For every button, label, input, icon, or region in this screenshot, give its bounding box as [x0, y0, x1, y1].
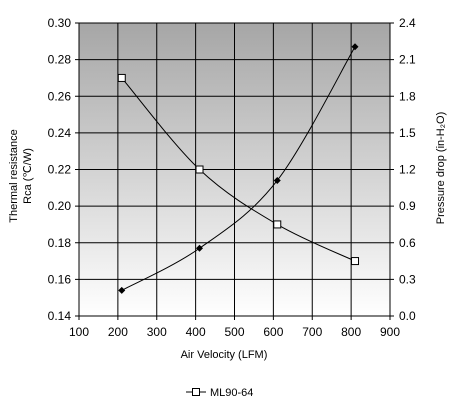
y-right-tick-label: 0.9 — [399, 199, 416, 213]
y-left-tick-label: 0.14 — [48, 309, 72, 323]
y-right-tick-label: 2.4 — [399, 16, 416, 30]
y-left-axis-title-line1: Thermal resistance — [8, 129, 20, 223]
y-left-tick-label: 0.24 — [48, 126, 72, 140]
legend: ML90-64 — [186, 387, 253, 399]
y-right-tick-label: 1.8 — [399, 89, 416, 103]
y-left-tick-label: 0.28 — [48, 53, 72, 67]
y-right-axis-title: Pressure drop (in-H₂O) — [435, 112, 447, 224]
axis-ticks: 0.14 0.16 0.18 0.20 0.22 0.24 0.26 0.28 0.30 0.0 0… — [48, 16, 416, 339]
data-point-diamond — [196, 244, 204, 252]
x-tick-label: 700 — [302, 325, 322, 339]
series — [117, 43, 360, 294]
x-tick-label: 100 — [69, 325, 89, 339]
y-right-tick-label: 0.6 — [399, 236, 416, 250]
series-line-1 — [121, 46, 356, 291]
data-point-square — [195, 165, 204, 174]
series-line-2 — [121, 77, 356, 262]
x-tick-label: 200 — [108, 325, 128, 339]
data-point-square — [117, 73, 126, 82]
y-left-axis-title-line2: Rca (℃/W) — [22, 148, 34, 204]
y-left-tick-label: 0.26 — [48, 89, 72, 103]
y-left-tick-label: 0.30 — [48, 16, 72, 30]
y-right-tick-label: 1.2 — [399, 163, 416, 177]
data-point-square — [351, 257, 360, 266]
x-tick-label: 400 — [186, 325, 206, 339]
x-tick-label: 900 — [380, 325, 400, 339]
y-right-tick-label: 0.0 — [399, 309, 416, 323]
data-point-diamond — [118, 286, 126, 294]
x-tick-label: 300 — [147, 325, 167, 339]
x-axis-title: Air Velocity (LFM) — [181, 349, 268, 361]
data-point-square — [273, 220, 282, 229]
y-left-tick-label: 0.16 — [48, 272, 72, 286]
legend-marker — [192, 388, 200, 396]
data-point-diamond — [273, 176, 281, 184]
legend-label-ml90-64: ML90-64 — [210, 387, 253, 399]
data-point-diamond — [351, 43, 359, 51]
x-tick-label: 500 — [224, 325, 244, 339]
x-tick-label: 800 — [341, 325, 361, 339]
y-right-tick-label: 2.1 — [399, 53, 416, 67]
y-left-tick-label: 0.22 — [48, 163, 72, 177]
y-right-tick-label: 0.3 — [399, 272, 416, 286]
y-left-tick-label: 0.18 — [48, 236, 72, 250]
x-tick-label: 600 — [263, 325, 283, 339]
y-left-tick-label: 0.20 — [48, 199, 72, 213]
y-right-tick-label: 1.5 — [399, 126, 416, 140]
